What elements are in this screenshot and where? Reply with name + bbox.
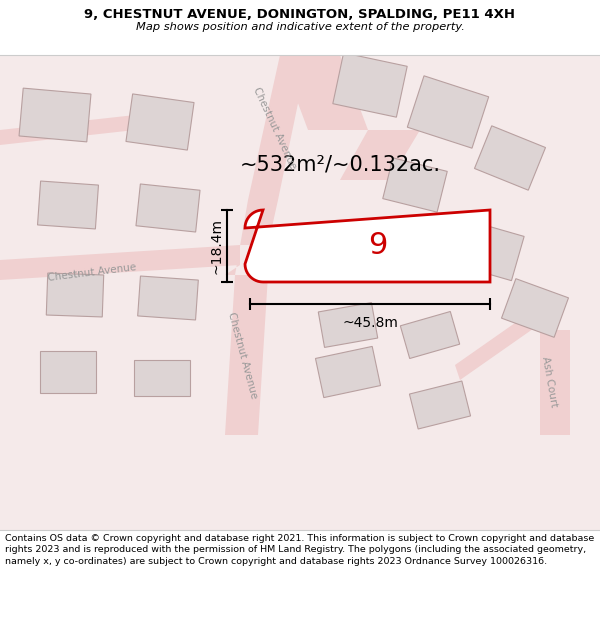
Polygon shape <box>136 184 200 232</box>
Polygon shape <box>407 76 488 148</box>
Polygon shape <box>318 302 378 348</box>
Polygon shape <box>316 346 380 398</box>
Text: Chestnut Avenue: Chestnut Avenue <box>47 262 137 283</box>
Polygon shape <box>19 88 91 142</box>
Polygon shape <box>137 276 199 320</box>
Text: 9, CHESTNUT AVENUE, DONINGTON, SPALDING, PE11 4XH: 9, CHESTNUT AVENUE, DONINGTON, SPALDING,… <box>85 8 515 21</box>
Polygon shape <box>502 279 568 338</box>
Polygon shape <box>225 200 278 275</box>
Text: Chestnut Avenue: Chestnut Avenue <box>251 86 298 171</box>
Polygon shape <box>475 126 545 190</box>
Polygon shape <box>126 94 194 150</box>
Text: 9: 9 <box>368 231 387 261</box>
Polygon shape <box>452 219 524 281</box>
Polygon shape <box>383 158 447 212</box>
Polygon shape <box>46 273 104 317</box>
Text: Contains OS data © Crown copyright and database right 2021. This information is : Contains OS data © Crown copyright and d… <box>5 534 594 566</box>
Text: ~45.8m: ~45.8m <box>342 316 398 330</box>
Polygon shape <box>0 530 600 625</box>
Polygon shape <box>245 210 490 282</box>
Polygon shape <box>0 0 600 55</box>
Polygon shape <box>340 130 420 180</box>
Polygon shape <box>38 181 98 229</box>
Text: Chestnut Avenue: Chestnut Avenue <box>226 311 259 399</box>
Text: Ash Court: Ash Court <box>539 356 559 408</box>
Polygon shape <box>455 295 560 380</box>
Polygon shape <box>409 381 470 429</box>
Polygon shape <box>280 55 368 130</box>
Polygon shape <box>225 275 268 435</box>
Polygon shape <box>400 311 460 359</box>
Polygon shape <box>540 330 570 435</box>
Text: Map shows position and indicative extent of the property.: Map shows position and indicative extent… <box>136 22 464 32</box>
Polygon shape <box>0 245 240 280</box>
Polygon shape <box>0 115 135 145</box>
Polygon shape <box>248 55 308 200</box>
Polygon shape <box>134 360 190 396</box>
Polygon shape <box>40 351 96 393</box>
Text: ~18.4m: ~18.4m <box>209 218 223 274</box>
Text: ~532m²/~0.132ac.: ~532m²/~0.132ac. <box>239 155 440 175</box>
Polygon shape <box>333 52 407 118</box>
Polygon shape <box>0 55 600 530</box>
